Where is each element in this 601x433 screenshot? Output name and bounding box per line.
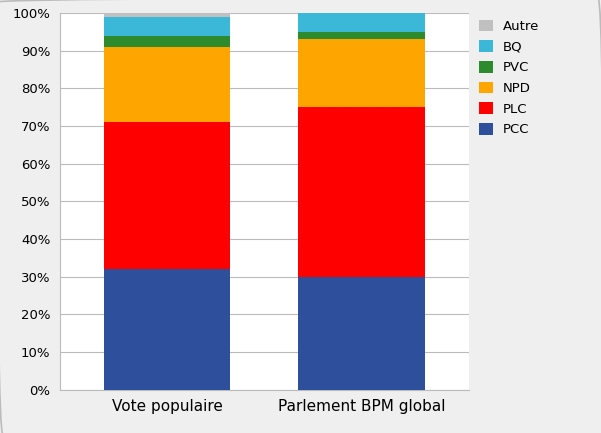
Legend: Autre, BQ, PVC, NPD, PLC, PCC: Autre, BQ, PVC, NPD, PLC, PCC bbox=[480, 19, 540, 136]
Bar bbox=[299, 39, 425, 107]
Bar bbox=[299, 107, 425, 277]
Bar bbox=[104, 269, 230, 390]
Bar bbox=[299, 13, 425, 32]
Bar bbox=[104, 13, 230, 17]
Bar bbox=[299, 277, 425, 390]
Bar bbox=[104, 17, 230, 36]
Bar bbox=[104, 47, 230, 122]
Bar bbox=[104, 36, 230, 47]
Bar bbox=[299, 32, 425, 39]
Bar bbox=[104, 122, 230, 269]
